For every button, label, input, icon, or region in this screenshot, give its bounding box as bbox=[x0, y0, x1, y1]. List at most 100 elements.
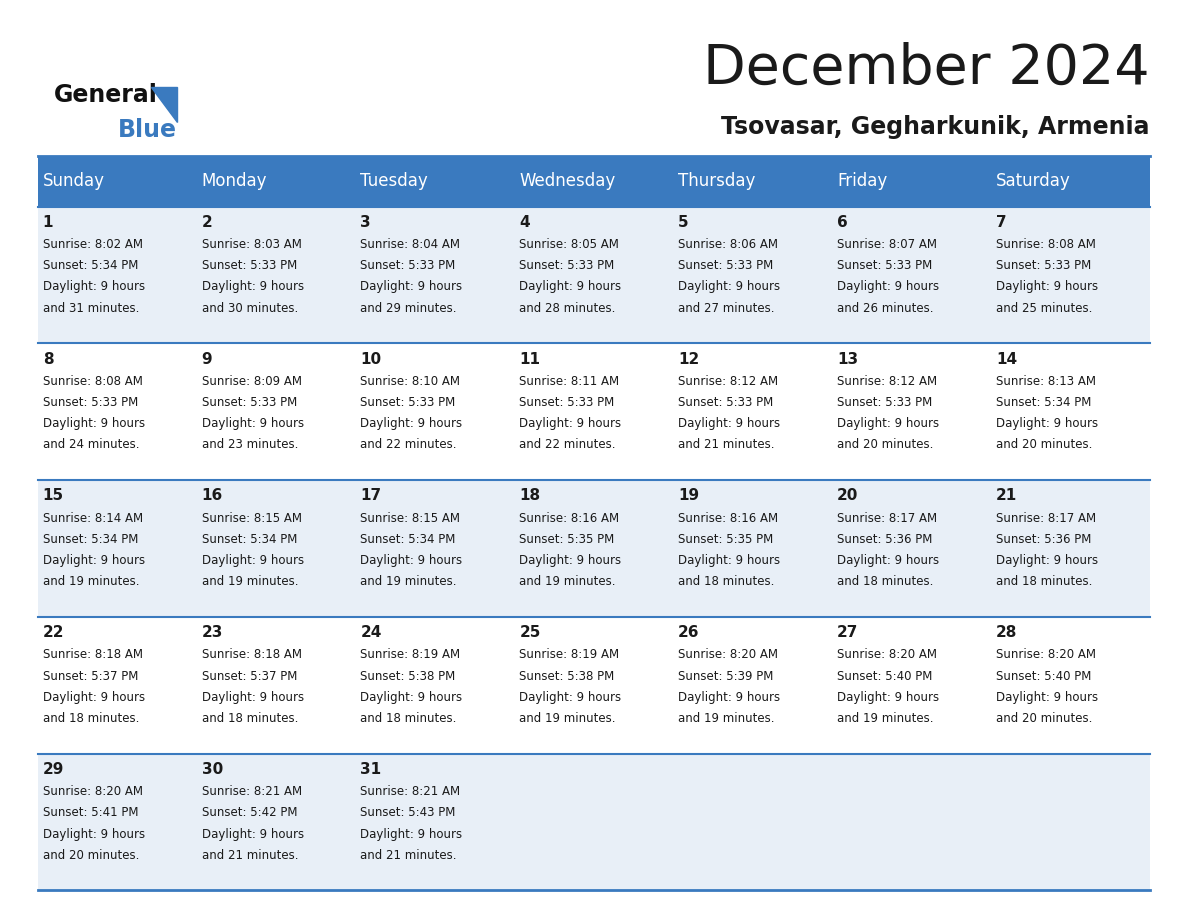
Text: and 20 minutes.: and 20 minutes. bbox=[838, 439, 934, 452]
Text: and 18 minutes.: and 18 minutes. bbox=[678, 576, 775, 588]
Text: Sunrise: 8:12 AM: Sunrise: 8:12 AM bbox=[678, 375, 778, 388]
Text: Sunset: 5:33 PM: Sunset: 5:33 PM bbox=[360, 259, 456, 273]
Text: Sunrise: 8:16 AM: Sunrise: 8:16 AM bbox=[678, 511, 778, 525]
Text: Sunrise: 8:17 AM: Sunrise: 8:17 AM bbox=[838, 511, 937, 525]
Text: Wednesday: Wednesday bbox=[519, 173, 615, 190]
Bar bbox=[38, 207, 1150, 343]
Text: 18: 18 bbox=[519, 488, 541, 503]
Text: 8: 8 bbox=[43, 352, 53, 366]
Text: Daylight: 9 hours: Daylight: 9 hours bbox=[678, 418, 781, 431]
Text: and 21 minutes.: and 21 minutes. bbox=[202, 849, 298, 862]
Text: Daylight: 9 hours: Daylight: 9 hours bbox=[838, 691, 940, 704]
Text: Daylight: 9 hours: Daylight: 9 hours bbox=[996, 691, 1098, 704]
Text: Sunset: 5:38 PM: Sunset: 5:38 PM bbox=[519, 669, 614, 683]
Text: Sunset: 5:33 PM: Sunset: 5:33 PM bbox=[838, 259, 933, 273]
Text: Sunrise: 8:17 AM: Sunrise: 8:17 AM bbox=[996, 511, 1097, 525]
Text: Thursday: Thursday bbox=[678, 173, 756, 190]
Text: and 18 minutes.: and 18 minutes. bbox=[43, 712, 139, 725]
Text: Daylight: 9 hours: Daylight: 9 hours bbox=[43, 691, 145, 704]
Text: Daylight: 9 hours: Daylight: 9 hours bbox=[360, 691, 462, 704]
Text: Daylight: 9 hours: Daylight: 9 hours bbox=[678, 691, 781, 704]
Text: 1: 1 bbox=[43, 215, 53, 230]
Text: Sunrise: 8:02 AM: Sunrise: 8:02 AM bbox=[43, 238, 143, 252]
Text: General: General bbox=[53, 83, 157, 106]
Text: Sunset: 5:34 PM: Sunset: 5:34 PM bbox=[202, 532, 297, 546]
Text: and 22 minutes.: and 22 minutes. bbox=[519, 439, 615, 452]
Text: and 28 minutes.: and 28 minutes. bbox=[519, 302, 615, 315]
Text: Daylight: 9 hours: Daylight: 9 hours bbox=[519, 691, 621, 704]
Text: Daylight: 9 hours: Daylight: 9 hours bbox=[519, 418, 621, 431]
Text: Daylight: 9 hours: Daylight: 9 hours bbox=[43, 828, 145, 841]
Text: and 20 minutes.: and 20 minutes. bbox=[43, 849, 139, 862]
Text: Daylight: 9 hours: Daylight: 9 hours bbox=[996, 418, 1098, 431]
Text: Sunset: 5:36 PM: Sunset: 5:36 PM bbox=[996, 532, 1092, 546]
Text: 6: 6 bbox=[838, 215, 848, 230]
Text: Sunrise: 8:14 AM: Sunrise: 8:14 AM bbox=[43, 511, 143, 525]
Text: 28: 28 bbox=[996, 625, 1017, 640]
Text: 7: 7 bbox=[996, 215, 1006, 230]
Text: and 19 minutes.: and 19 minutes. bbox=[360, 576, 457, 588]
Text: Sunset: 5:34 PM: Sunset: 5:34 PM bbox=[360, 532, 456, 546]
Text: Daylight: 9 hours: Daylight: 9 hours bbox=[838, 554, 940, 567]
Text: 12: 12 bbox=[678, 352, 700, 366]
Text: and 29 minutes.: and 29 minutes. bbox=[360, 302, 457, 315]
Text: Sunset: 5:43 PM: Sunset: 5:43 PM bbox=[360, 806, 456, 820]
Text: Sunrise: 8:19 AM: Sunrise: 8:19 AM bbox=[519, 648, 619, 662]
Text: Sunrise: 8:05 AM: Sunrise: 8:05 AM bbox=[519, 238, 619, 252]
Text: and 19 minutes.: and 19 minutes. bbox=[838, 712, 934, 725]
Text: Sunrise: 8:20 AM: Sunrise: 8:20 AM bbox=[678, 648, 778, 662]
Text: Daylight: 9 hours: Daylight: 9 hours bbox=[202, 281, 304, 294]
Text: Daylight: 9 hours: Daylight: 9 hours bbox=[360, 418, 462, 431]
Text: Sunset: 5:33 PM: Sunset: 5:33 PM bbox=[43, 396, 138, 409]
Text: Daylight: 9 hours: Daylight: 9 hours bbox=[202, 554, 304, 567]
Text: Sunrise: 8:07 AM: Sunrise: 8:07 AM bbox=[838, 238, 937, 252]
Text: Daylight: 9 hours: Daylight: 9 hours bbox=[43, 281, 145, 294]
Text: 10: 10 bbox=[360, 352, 381, 366]
Bar bbox=[38, 343, 1150, 480]
Text: Sunrise: 8:21 AM: Sunrise: 8:21 AM bbox=[360, 785, 461, 799]
Text: Sunset: 5:40 PM: Sunset: 5:40 PM bbox=[996, 669, 1092, 683]
Text: Sunset: 5:33 PM: Sunset: 5:33 PM bbox=[519, 396, 614, 409]
Text: and 19 minutes.: and 19 minutes. bbox=[202, 576, 298, 588]
Text: and 18 minutes.: and 18 minutes. bbox=[360, 712, 457, 725]
Text: Sunset: 5:33 PM: Sunset: 5:33 PM bbox=[360, 396, 456, 409]
Text: Sunrise: 8:03 AM: Sunrise: 8:03 AM bbox=[202, 238, 302, 252]
Text: and 20 minutes.: and 20 minutes. bbox=[996, 439, 1092, 452]
Text: Daylight: 9 hours: Daylight: 9 hours bbox=[838, 281, 940, 294]
Text: Sunset: 5:34 PM: Sunset: 5:34 PM bbox=[43, 532, 138, 546]
Text: Daylight: 9 hours: Daylight: 9 hours bbox=[360, 281, 462, 294]
Text: 23: 23 bbox=[202, 625, 223, 640]
Text: Daylight: 9 hours: Daylight: 9 hours bbox=[996, 281, 1098, 294]
Polygon shape bbox=[151, 87, 177, 122]
Text: Sunrise: 8:19 AM: Sunrise: 8:19 AM bbox=[360, 648, 461, 662]
Text: Sunrise: 8:08 AM: Sunrise: 8:08 AM bbox=[43, 375, 143, 388]
Text: and 30 minutes.: and 30 minutes. bbox=[202, 302, 298, 315]
Text: 17: 17 bbox=[360, 488, 381, 503]
Text: Daylight: 9 hours: Daylight: 9 hours bbox=[202, 418, 304, 431]
Text: Sunrise: 8:18 AM: Sunrise: 8:18 AM bbox=[202, 648, 302, 662]
Text: Daylight: 9 hours: Daylight: 9 hours bbox=[43, 554, 145, 567]
Text: Sunrise: 8:09 AM: Sunrise: 8:09 AM bbox=[202, 375, 302, 388]
Text: and 27 minutes.: and 27 minutes. bbox=[678, 302, 775, 315]
Text: and 19 minutes.: and 19 minutes. bbox=[519, 576, 615, 588]
Text: Sunset: 5:40 PM: Sunset: 5:40 PM bbox=[838, 669, 933, 683]
Text: Daylight: 9 hours: Daylight: 9 hours bbox=[360, 828, 462, 841]
Text: Sunrise: 8:15 AM: Sunrise: 8:15 AM bbox=[202, 511, 302, 525]
Text: Daylight: 9 hours: Daylight: 9 hours bbox=[360, 554, 462, 567]
Text: Sunrise: 8:11 AM: Sunrise: 8:11 AM bbox=[519, 375, 619, 388]
Text: 13: 13 bbox=[838, 352, 858, 366]
Text: Sunset: 5:33 PM: Sunset: 5:33 PM bbox=[519, 259, 614, 273]
Text: Daylight: 9 hours: Daylight: 9 hours bbox=[678, 281, 781, 294]
Text: 25: 25 bbox=[519, 625, 541, 640]
Text: Sunrise: 8:20 AM: Sunrise: 8:20 AM bbox=[838, 648, 937, 662]
Text: Sunset: 5:33 PM: Sunset: 5:33 PM bbox=[202, 396, 297, 409]
Text: 3: 3 bbox=[360, 215, 371, 230]
Text: Monday: Monday bbox=[202, 173, 267, 190]
Text: Sunset: 5:33 PM: Sunset: 5:33 PM bbox=[678, 259, 773, 273]
Text: Sunset: 5:42 PM: Sunset: 5:42 PM bbox=[202, 806, 297, 820]
Text: 16: 16 bbox=[202, 488, 223, 503]
Text: Sunrise: 8:20 AM: Sunrise: 8:20 AM bbox=[43, 785, 143, 799]
Text: Sunset: 5:34 PM: Sunset: 5:34 PM bbox=[43, 259, 138, 273]
Text: Sunrise: 8:18 AM: Sunrise: 8:18 AM bbox=[43, 648, 143, 662]
Text: 4: 4 bbox=[519, 215, 530, 230]
